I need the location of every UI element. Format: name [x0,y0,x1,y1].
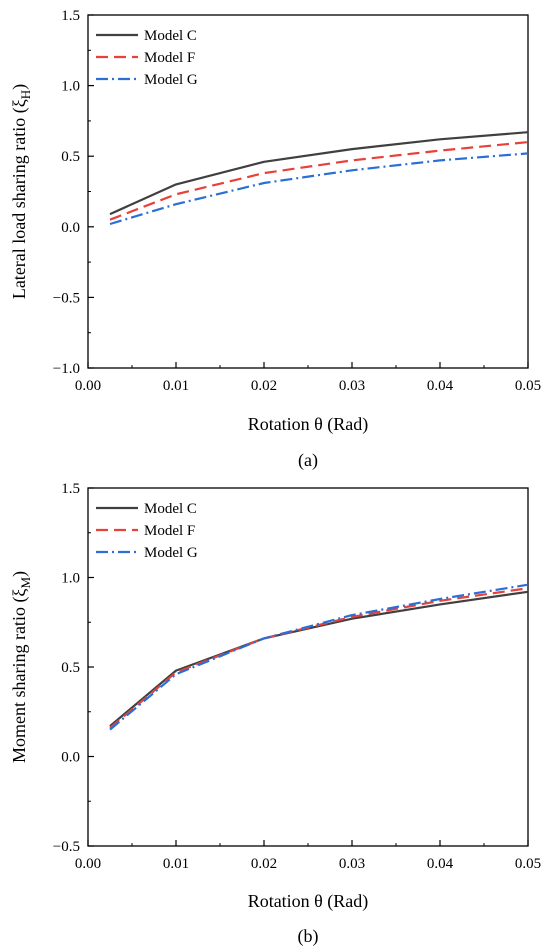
x-tick-label: 0.00 [75,856,101,872]
x-tick-label: 0.00 [75,378,101,394]
y-tick-label: 1.5 [61,8,80,24]
y-tick-label: 1.5 [61,481,80,497]
y-axis-title-close: ) [9,84,30,90]
series-line-model-g [109,583,529,731]
y-axis-title-main: Lateral load sharing ratio (ξ [9,99,30,299]
y-axis-title: Lateral load sharing ratio (ξH) [9,84,33,299]
y-axis-title: Moment sharing ratio (ξM) [9,571,33,763]
y-tick-label: −1.0 [53,361,80,377]
x-tick-label: 0.03 [339,378,365,394]
chart-panel-a: 0.00 0.01 0.02 0.03 0.04 0.05 1.5 1.0 0.5 0.0 −0.5… [9,8,541,471]
x-axis-title: Rotation θ (Rad) [248,891,369,912]
y-tick-label: −0.5 [53,290,80,306]
legend-label: Model C [144,501,197,517]
y-axis-title-main: Moment sharing ratio (ξ [9,589,30,764]
series-line-model-g [109,152,529,226]
legend-label: Model G [144,72,198,88]
x-tick-label: 0.04 [427,378,454,394]
x-tick-label: 0.02 [251,378,277,394]
x-tick-label: 0.01 [163,856,189,872]
panel-label: (b) [298,926,319,947]
x-tick-label: 0.04 [427,856,454,872]
chart-panel-b: 0.00 0.01 0.02 0.03 0.04 0.05 1.5 1.0 0.5 0.0 −0.5… [9,481,541,947]
plot-frame [87,14,529,369]
y-axis-title-subscript: H [18,90,33,99]
y-axis-title-close: ) [9,571,30,577]
legend: Model C Model F Model G [96,501,198,561]
legend-label: Model F [144,50,195,66]
legend-label: Model F [144,523,195,539]
y-tick-label: 0.5 [61,660,80,676]
legend-label: Model C [144,28,197,44]
x-tick-label: 0.05 [515,378,541,394]
x-tick-label: 0.03 [339,856,365,872]
series-line-model-f [109,587,529,729]
legend: Model C Model F Model G [96,28,198,88]
panel-label: (a) [298,450,318,471]
series-line-model-c [109,131,529,216]
y-tick-label: 0.0 [61,750,80,766]
y-tick-label: 1.0 [61,79,80,95]
plot-frame [87,487,529,847]
x-axis-title: Rotation θ (Rad) [248,414,369,435]
y-tick-label: 0.0 [61,220,80,236]
legend-label: Model G [144,545,198,561]
x-tick-label: 0.02 [251,856,277,872]
y-tick-label: 1.0 [61,571,80,587]
y-axis-title-subscript: M [18,577,33,589]
x-tick-label: 0.05 [515,856,541,872]
x-tick-label: 0.01 [163,378,189,394]
series-line-model-c [109,590,529,727]
y-tick-label: −0.5 [53,839,80,855]
y-tick-label: 0.5 [61,149,80,165]
series-line-model-f [109,141,529,221]
